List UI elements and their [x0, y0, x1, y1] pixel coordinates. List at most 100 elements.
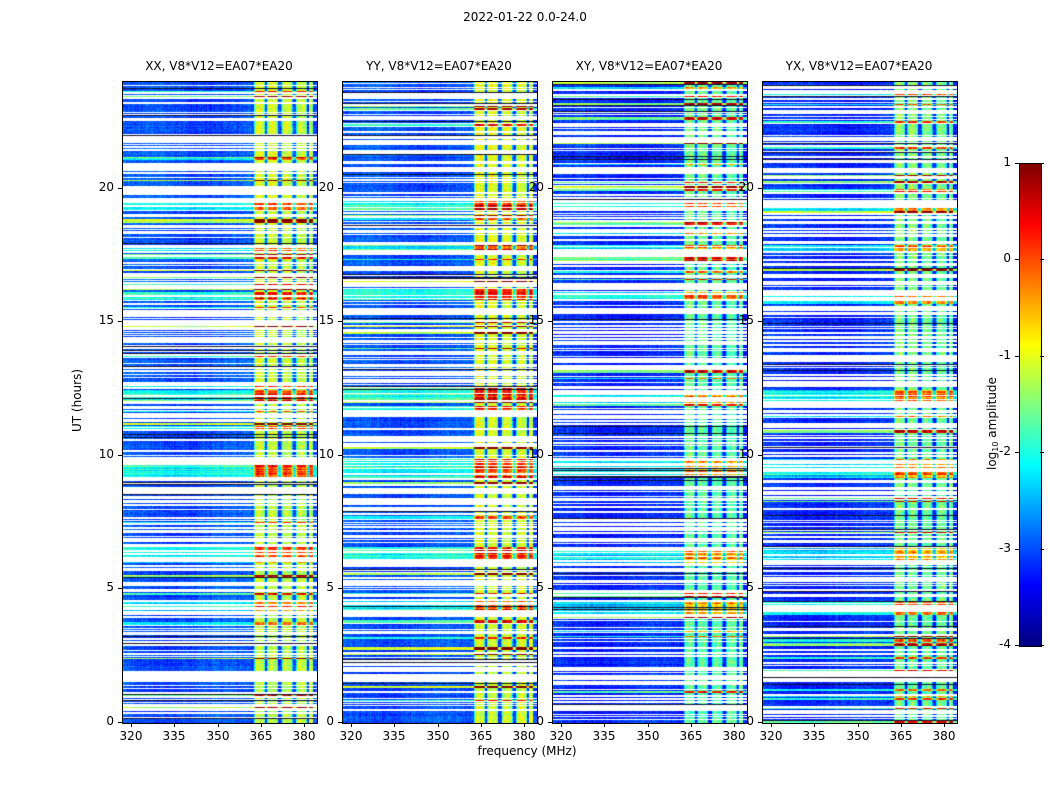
x-tickmark — [561, 723, 562, 727]
waterfall-panel-xy[interactable] — [552, 81, 748, 724]
colorbar-tickmark-inner — [1040, 452, 1044, 453]
colorbar-label-suffix: amplitude — [985, 377, 999, 442]
y-tickmark — [548, 321, 552, 322]
y-tick-label-0: 0 — [536, 714, 544, 728]
x-tickmark — [691, 723, 692, 727]
y-axis-label: UT (hours) — [70, 368, 84, 432]
y-tickmark — [338, 188, 342, 189]
x-tick-label-335: 335 — [802, 729, 826, 743]
colorbar-tickmark — [1015, 356, 1019, 357]
x-tick-label-335: 335 — [592, 729, 616, 743]
y-tickmark — [118, 188, 122, 189]
waterfall-panel-yy[interactable] — [342, 81, 538, 724]
x-tick-label-380: 380 — [512, 729, 536, 743]
y-tickmark — [548, 588, 552, 589]
x-tick-label-365: 365 — [889, 729, 913, 743]
colorbar-tickmark-inner — [1040, 549, 1044, 550]
waterfall-panel-xx[interactable] — [122, 81, 318, 724]
x-tick-label-320: 320 — [119, 729, 143, 743]
waterfall-panel-yx[interactable] — [762, 81, 958, 724]
x-tick-label-380: 380 — [292, 729, 316, 743]
y-tickmark — [758, 321, 762, 322]
x-tick-label-320: 320 — [759, 729, 783, 743]
colorbar-tickmark — [1015, 452, 1019, 453]
colorbar-tickmark-inner — [1040, 645, 1044, 646]
colorbar[interactable] — [1019, 163, 1042, 647]
x-tickmark — [771, 723, 772, 727]
y-tick-label-5: 5 — [746, 580, 754, 594]
x-tick-label-335: 335 — [382, 729, 406, 743]
y-tick-label-15: 15 — [528, 313, 544, 327]
x-tick-label-380: 380 — [722, 729, 746, 743]
colorbar-tickmark — [1015, 645, 1019, 646]
x-tick-label-335: 335 — [162, 729, 186, 743]
x-axis-label: frequency (MHz) — [477, 744, 577, 758]
x-tickmark — [901, 723, 902, 727]
y-tick-label-5: 5 — [536, 580, 544, 594]
colorbar-tickmark-inner — [1040, 259, 1044, 260]
x-tickmark — [351, 723, 352, 727]
y-tick-label-10: 10 — [738, 447, 754, 461]
x-tick-label-350: 350 — [206, 729, 230, 743]
x-tick-label-350: 350 — [636, 729, 660, 743]
y-tickmark — [118, 321, 122, 322]
y-tickmark — [118, 455, 122, 456]
x-tick-label-320: 320 — [339, 729, 363, 743]
colorbar-tickmark — [1015, 259, 1019, 260]
y-tick-label-20: 20 — [738, 180, 754, 194]
y-tickmark — [118, 722, 122, 723]
panel-title-xy: XY, V8*V12=EA07*EA20 — [575, 59, 723, 73]
x-tickmark — [438, 723, 439, 727]
y-tick-label-15: 15 — [318, 313, 334, 327]
x-tickmark — [734, 723, 735, 727]
x-tickmark — [304, 723, 305, 727]
x-tick-label-350: 350 — [426, 729, 450, 743]
panel-title-yx: YX, V8*V12=EA07*EA20 — [785, 59, 933, 73]
colorbar-tickmark — [1015, 549, 1019, 550]
y-tickmark — [758, 188, 762, 189]
y-tick-label-20: 20 — [98, 180, 114, 194]
colorbar-tickmark-inner — [1040, 163, 1044, 164]
colorbar-tick-label-0: 0 — [1003, 251, 1011, 265]
y-tickmark — [758, 455, 762, 456]
colorbar-tick-label--4: -4 — [999, 637, 1011, 651]
y-tickmark — [548, 188, 552, 189]
y-tickmark — [548, 722, 552, 723]
x-tickmark — [604, 723, 605, 727]
colorbar-tick-label--3: -3 — [999, 541, 1011, 555]
y-tick-label-0: 0 — [746, 714, 754, 728]
y-tickmark — [758, 588, 762, 589]
y-tickmark — [758, 722, 762, 723]
y-tickmark — [338, 722, 342, 723]
x-tick-label-320: 320 — [549, 729, 573, 743]
panel-title-yy: YY, V8*V12=EA07*EA20 — [366, 59, 512, 73]
x-tickmark — [131, 723, 132, 727]
y-tick-label-5: 5 — [326, 580, 334, 594]
x-tick-label-380: 380 — [932, 729, 956, 743]
x-tickmark — [648, 723, 649, 727]
y-tick-label-5: 5 — [106, 580, 114, 594]
y-tick-label-10: 10 — [98, 447, 114, 461]
colorbar-tick-label--2: -2 — [999, 444, 1011, 458]
x-tickmark — [858, 723, 859, 727]
y-tick-label-0: 0 — [326, 714, 334, 728]
y-tick-label-0: 0 — [106, 714, 114, 728]
x-tickmark — [814, 723, 815, 727]
x-tickmark — [394, 723, 395, 727]
x-tickmark — [261, 723, 262, 727]
y-tick-label-15: 15 — [738, 313, 754, 327]
x-tickmark — [944, 723, 945, 727]
x-tick-label-350: 350 — [846, 729, 870, 743]
figure-suptitle: 2022-01-22 0.0-24.0 — [463, 10, 587, 24]
x-tickmark — [218, 723, 219, 727]
panel-title-xx: XX, V8*V12=EA07*EA20 — [145, 59, 293, 73]
colorbar-tick-label-1: 1 — [1003, 155, 1011, 169]
y-tickmark — [338, 588, 342, 589]
x-tickmark — [174, 723, 175, 727]
y-tick-label-10: 10 — [318, 447, 334, 461]
colorbar-tickmark — [1015, 163, 1019, 164]
y-tick-label-20: 20 — [318, 180, 334, 194]
y-tickmark — [338, 455, 342, 456]
x-tickmark — [481, 723, 482, 727]
